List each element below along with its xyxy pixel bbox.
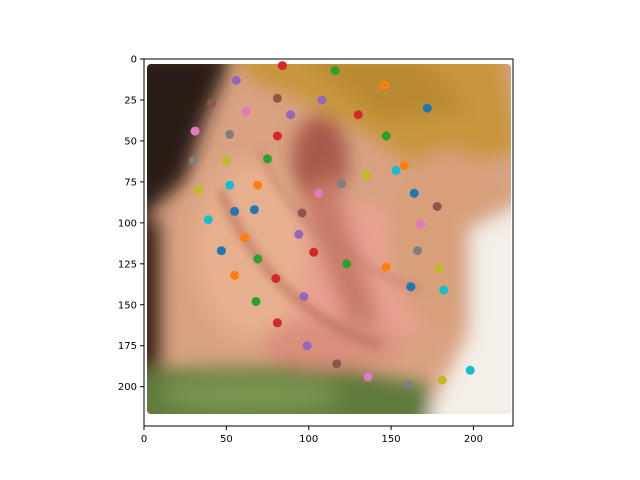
- y-tick-label: 175: [118, 341, 137, 352]
- scatter-point: [203, 215, 213, 225]
- axes-frame: [143, 58, 514, 427]
- y-tick-label: 200: [118, 382, 137, 393]
- scatter-point: [361, 170, 371, 180]
- scatter-point: [432, 202, 442, 211]
- scatter-point: [231, 75, 241, 85]
- scatter-point: [416, 220, 426, 229]
- scatter-point: [253, 254, 263, 264]
- scatter-point: [272, 131, 282, 141]
- y-tick-label: 125: [118, 259, 137, 270]
- scatter-point: [380, 80, 389, 90]
- y-tick-label: 25: [124, 95, 137, 106]
- scatter-point: [302, 341, 312, 351]
- scatter-point: [381, 262, 391, 272]
- x-tick-label: 100: [299, 434, 318, 445]
- scatter-point: [353, 110, 363, 120]
- scatter-point: [381, 131, 391, 141]
- scatter-point: [230, 206, 240, 216]
- scatter-point: [294, 229, 304, 239]
- scatter-point: [409, 188, 419, 198]
- scatter-point: [309, 247, 319, 257]
- scatter-point: [240, 233, 249, 243]
- scatter-point: [317, 95, 327, 105]
- scatter-point: [465, 365, 475, 375]
- scatter-point: [230, 270, 240, 280]
- scatter-point: [277, 61, 287, 71]
- x-axis: 0 50 100 150 200: [141, 426, 483, 445]
- scatter-point: [337, 179, 347, 188]
- scatter-point: [225, 129, 235, 139]
- scatter-point: [330, 66, 340, 75]
- scatter-point: [437, 375, 447, 385]
- scatter-point: [439, 285, 449, 295]
- scatter-point: [188, 156, 198, 166]
- scatter-point: [190, 126, 200, 136]
- y-axis: 0 25 50 75 100 125 150 175 200: [118, 55, 144, 393]
- scatter-point: [207, 98, 216, 108]
- scatter-point: [413, 246, 422, 256]
- scatter-point: [434, 264, 444, 274]
- scatter-point: [299, 292, 309, 302]
- y-tick-label: 75: [124, 177, 137, 188]
- scatter-point: [272, 93, 282, 103]
- scatter-point: [404, 380, 414, 390]
- scatter-point: [241, 106, 251, 116]
- scatter-point: [406, 282, 416, 292]
- scatter-point: [193, 185, 203, 195]
- scatter-point: [263, 154, 272, 164]
- x-tick-label: 200: [464, 434, 483, 445]
- scatter-point: [399, 161, 409, 170]
- scatter-point: [253, 180, 263, 190]
- scatter-point: [363, 372, 373, 382]
- scatter-point: [422, 103, 432, 113]
- y-tick-label: 100: [118, 218, 137, 229]
- scatter-point: [251, 297, 261, 306]
- scatter-point: [216, 246, 226, 256]
- x-tick-label: 0: [141, 434, 147, 445]
- scatter-points: [188, 61, 475, 390]
- scatter-point: [286, 110, 296, 120]
- y-tick-label: 50: [124, 136, 137, 147]
- scatter-point: [314, 188, 324, 198]
- scatter-point: [225, 180, 235, 190]
- x-tick-label: 50: [220, 434, 233, 445]
- scatter-point: [297, 208, 307, 218]
- x-tick-label: 150: [382, 434, 401, 445]
- scatter-point: [271, 274, 281, 283]
- y-tick-label: 150: [118, 300, 137, 311]
- scatter-point: [221, 156, 231, 166]
- y-tick-label: 0: [131, 55, 137, 66]
- scatter-point: [391, 165, 401, 175]
- scatter-point: [249, 205, 259, 215]
- scatter-point: [332, 359, 342, 369]
- scatter-point: [342, 259, 352, 269]
- scatter-point: [272, 318, 282, 328]
